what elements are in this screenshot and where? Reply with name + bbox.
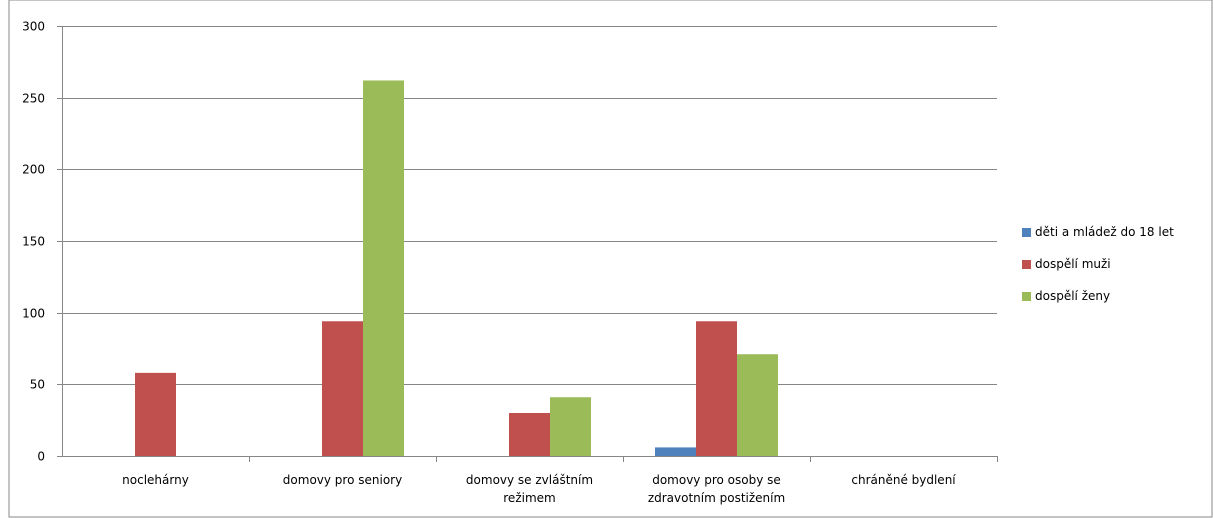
axes [57,26,998,462]
legend-swatch-children [1022,227,1031,237]
x-tick-labels: noclehárny domovy pro seniory domovy se zv… [122,473,956,505]
bar [363,80,404,456]
legend-label-women: dospělí ženy [1035,289,1111,303]
y-tick-label: 100 [22,307,45,321]
bar [322,321,363,456]
bar [135,372,176,456]
legend-label-men: dospělí muži [1035,257,1111,271]
x-tick-label: zdravotním postižením [648,491,785,505]
x-tick-label: režimem [503,491,555,505]
y-tick-label: 0 [37,450,45,464]
bar [737,354,778,456]
y-tick-label: 300 [22,20,45,34]
x-tick-label: noclehárny [122,473,189,487]
legend: děti a mládež do 18 let dospělí muži dos… [1022,224,1174,320]
outer-border [8,0,1213,518]
legend-item-women: dospělí ženy [1022,288,1174,304]
legend-label-children: děti a mládež do 18 let [1035,225,1174,239]
y-tick-label: 150 [22,235,45,249]
bar [696,321,737,456]
x-tick-label: domovy pro seniory [283,473,402,487]
legend-item-children: děti a mládež do 18 let [1022,224,1174,240]
y-tick-label: 250 [22,92,45,106]
x-tick-label: chráněné bydlení [851,473,956,487]
legend-swatch-men [1022,259,1031,269]
y-tick-label: 200 [22,163,45,177]
legend-item-men: dospělí muži [1022,256,1174,272]
x-tick-label: domovy se zvláštním [466,473,593,487]
y-tick-label: 50 [30,378,45,392]
legend-swatch-women [1022,291,1031,301]
bars [135,80,778,456]
gridlines [62,26,997,385]
x-tick-label: domovy pro osoby se [652,473,781,487]
bar [550,397,591,456]
bar [655,447,696,456]
y-tick-labels: 0 50 100 150 200 250 300 [22,20,45,464]
bar [509,413,550,456]
